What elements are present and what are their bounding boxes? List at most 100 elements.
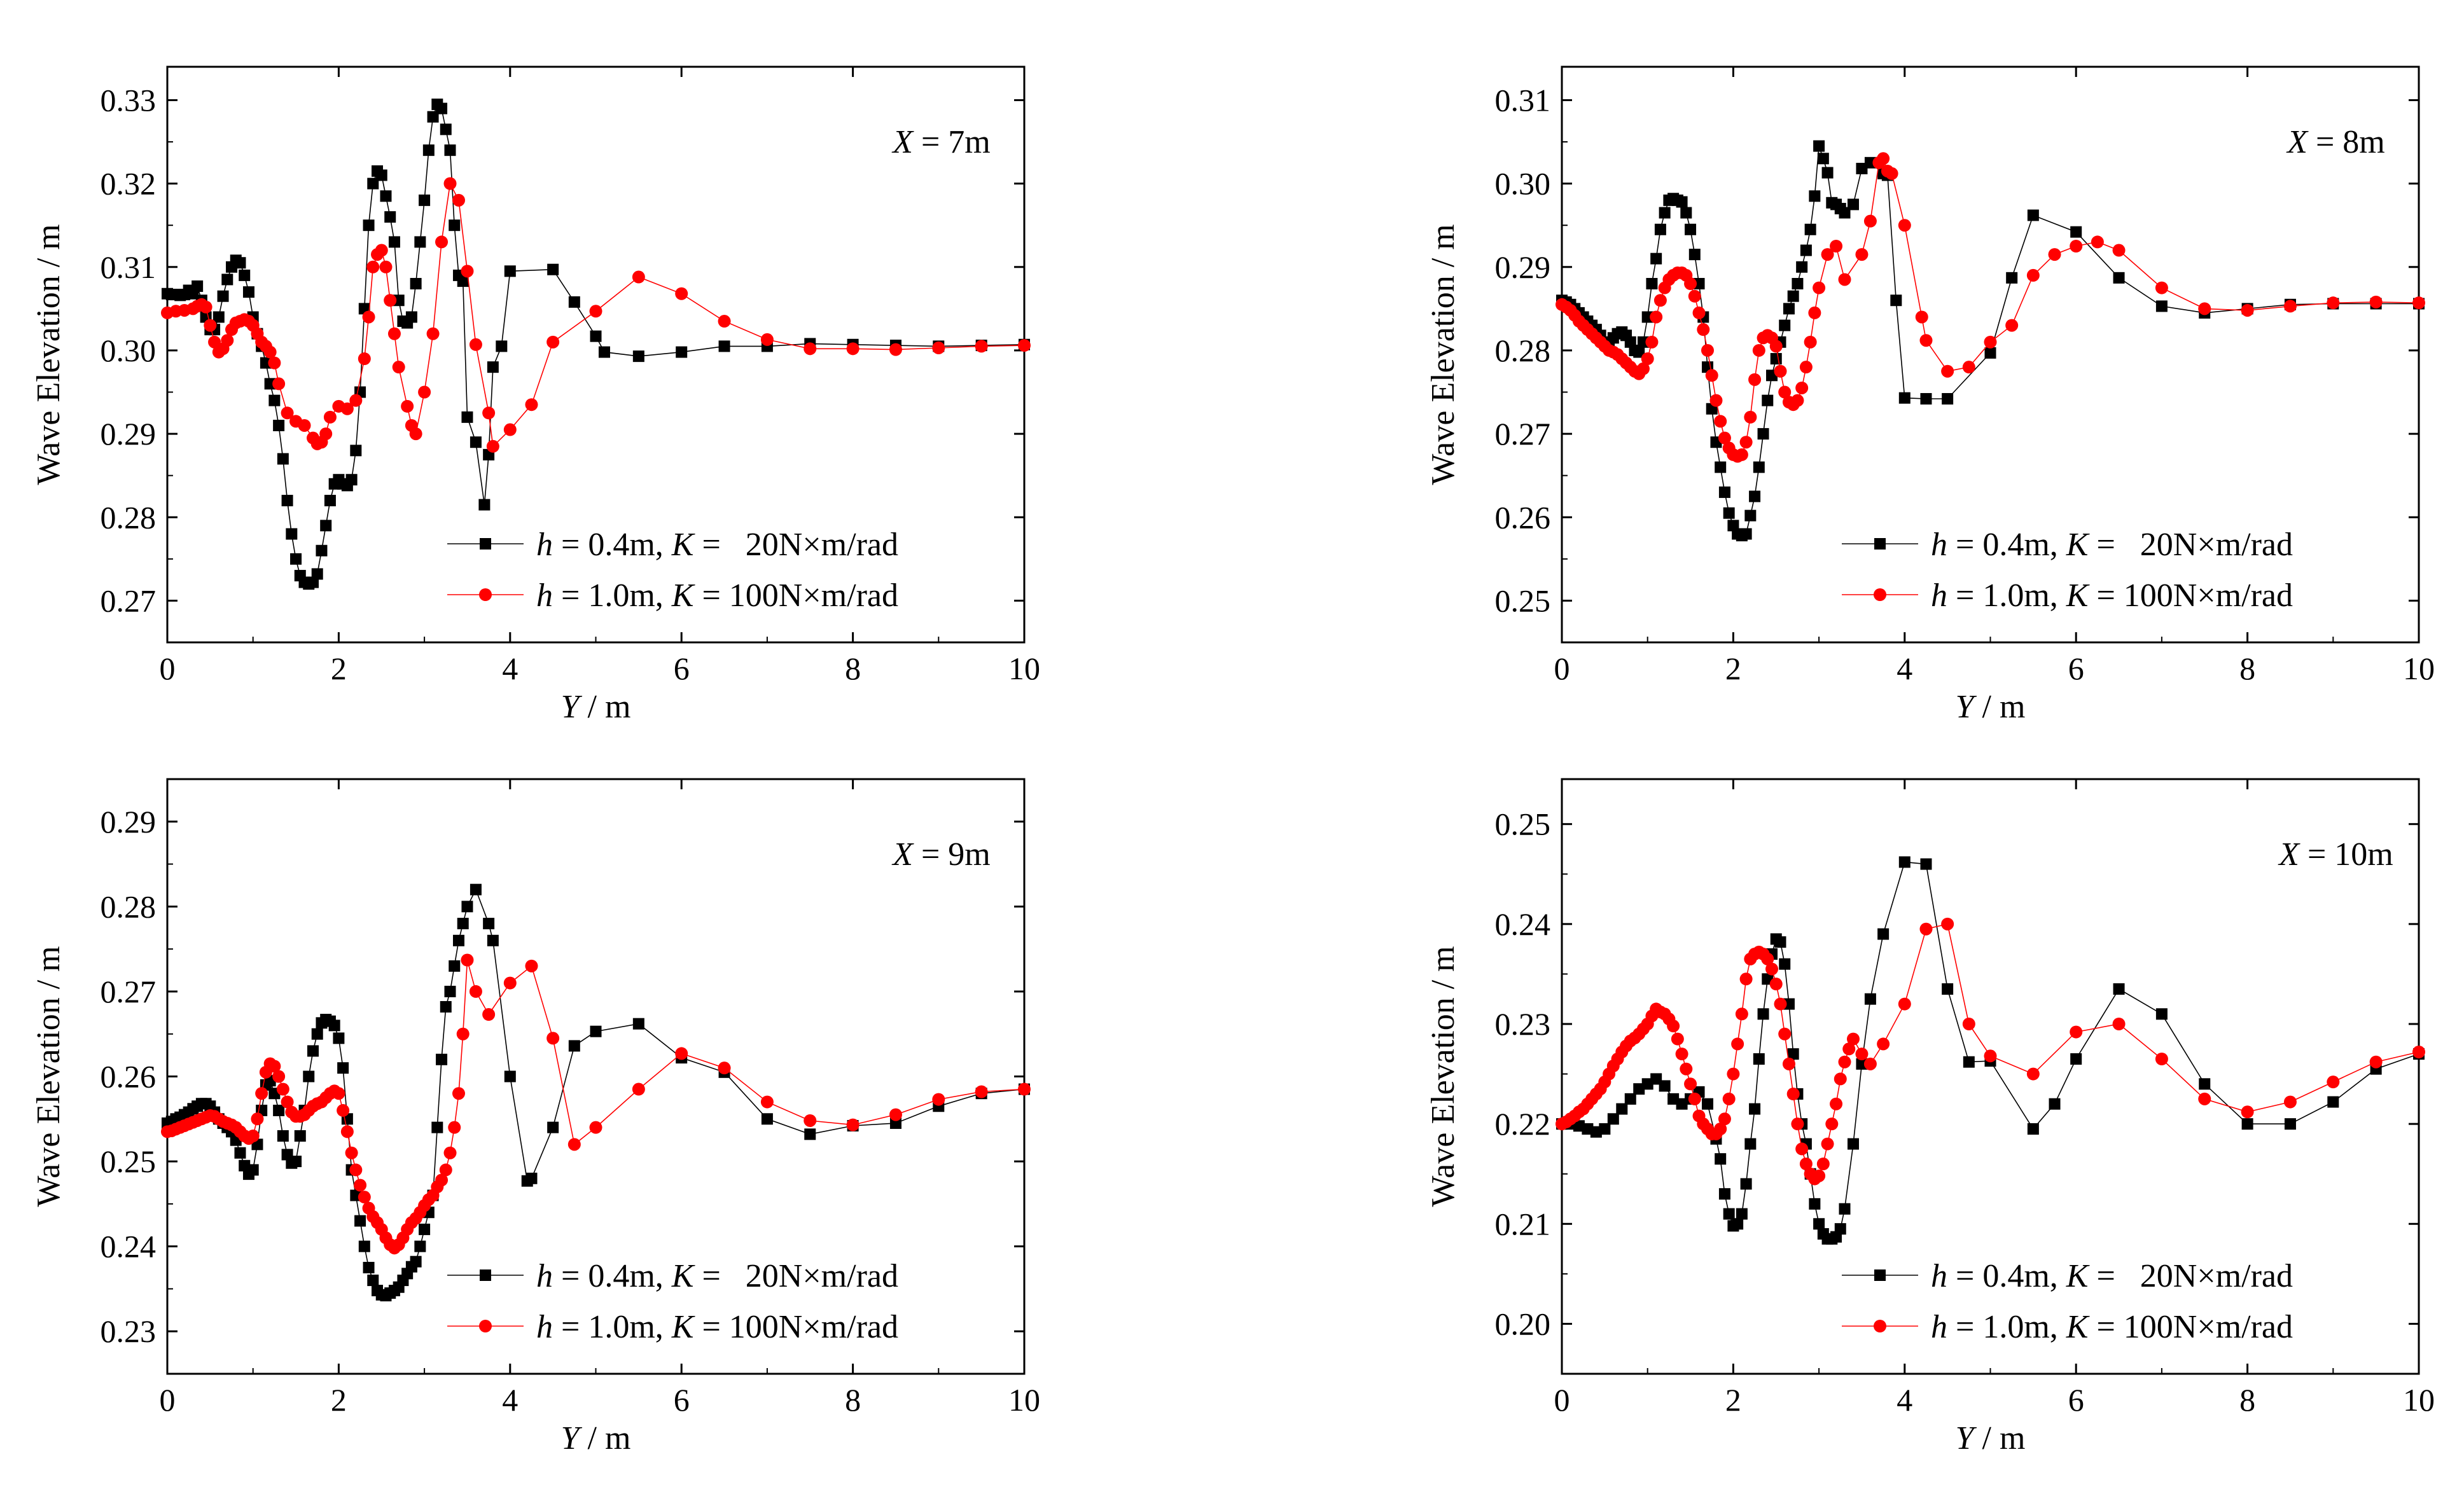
data-point bbox=[1839, 1203, 1851, 1215]
data-point bbox=[1693, 278, 1705, 290]
data-point bbox=[1744, 410, 1757, 424]
y-tick-label: 0.23 bbox=[101, 1313, 157, 1349]
data-point bbox=[1765, 962, 1779, 976]
data-point bbox=[2048, 248, 2061, 261]
data-point bbox=[1855, 248, 1869, 261]
data-point bbox=[1697, 323, 1710, 336]
data-point bbox=[1898, 392, 1911, 404]
y-tick-label: 0.20 bbox=[1495, 1306, 1551, 1341]
legend-marker-circle bbox=[479, 588, 492, 601]
data-point bbox=[1821, 1137, 1834, 1151]
y-tick-label: 0.30 bbox=[101, 333, 157, 368]
data-point bbox=[1769, 340, 1783, 353]
legend-label: h = 0.4m, K = 20N×m/rad bbox=[1931, 1258, 2293, 1294]
data-point bbox=[1709, 394, 1723, 407]
data-point bbox=[379, 260, 393, 273]
data-point bbox=[1984, 335, 1997, 349]
data-point bbox=[393, 294, 405, 307]
data-point bbox=[277, 453, 289, 465]
x-tick-label: 8 bbox=[2239, 1382, 2255, 1418]
data-point bbox=[1653, 294, 1667, 307]
data-point bbox=[1856, 1058, 1868, 1070]
data-point bbox=[1877, 928, 1890, 940]
data-point bbox=[1779, 958, 1791, 970]
y-tick-label: 0.28 bbox=[101, 499, 157, 535]
data-point bbox=[242, 286, 254, 298]
data-point bbox=[303, 1070, 315, 1082]
data-point bbox=[208, 335, 221, 349]
data-point bbox=[436, 1053, 448, 1065]
data-point bbox=[590, 1025, 602, 1037]
data-point bbox=[504, 1070, 516, 1082]
data-point bbox=[1963, 1056, 1975, 1068]
data-point bbox=[2005, 319, 2019, 332]
data-point bbox=[1813, 281, 1826, 294]
data-point bbox=[276, 1082, 289, 1096]
data-point bbox=[444, 985, 456, 997]
data-point bbox=[675, 1047, 688, 1060]
data-point bbox=[204, 319, 217, 332]
data-point bbox=[526, 1172, 538, 1184]
data-point bbox=[598, 346, 610, 358]
data-point bbox=[268, 356, 281, 370]
data-point bbox=[422, 144, 435, 156]
data-point bbox=[2027, 209, 2039, 221]
data-point bbox=[1842, 1042, 1856, 1056]
data-point bbox=[281, 406, 294, 420]
data-point bbox=[1809, 1198, 1821, 1210]
data-point bbox=[1813, 140, 1825, 152]
series-line bbox=[167, 888, 1025, 1296]
data-point bbox=[2284, 1118, 2296, 1130]
data-point bbox=[260, 357, 272, 369]
x-tick-label: 4 bbox=[502, 651, 518, 686]
data-point bbox=[358, 1191, 371, 1204]
data-point bbox=[1641, 352, 1654, 366]
data-point bbox=[1748, 373, 1762, 386]
data-point bbox=[1701, 343, 1714, 357]
data-point bbox=[1877, 152, 1890, 165]
y-tick-label: 0.29 bbox=[1495, 249, 1551, 285]
y-axis-title: Wave Elevation / m bbox=[1425, 224, 1461, 485]
data-point bbox=[525, 398, 538, 412]
data-point bbox=[461, 265, 474, 278]
legend-marker-circle bbox=[1874, 588, 1886, 601]
data-point bbox=[1898, 856, 1911, 868]
data-point bbox=[246, 1130, 260, 1142]
data-point bbox=[1847, 1138, 1859, 1150]
data-point bbox=[328, 1020, 340, 1032]
data-point bbox=[1769, 978, 1783, 991]
data-point bbox=[1821, 167, 1834, 179]
data-point bbox=[760, 1095, 774, 1109]
data-point bbox=[1744, 509, 1757, 522]
legend-label: h = 1.0m, K = 100N×m/rad bbox=[1931, 578, 2293, 614]
data-point bbox=[1783, 303, 1795, 315]
y-tick-label: 0.27 bbox=[101, 974, 157, 1009]
panel-label: X = 10m bbox=[2278, 836, 2393, 873]
chart-panel-1: 0 2 4 6 8 10 0.27 0.28 0.29 0.30 0.31 0.32 0.33 Y / m… bbox=[31, 66, 1040, 725]
data-point bbox=[1898, 997, 1911, 1011]
data-point bbox=[217, 290, 229, 302]
series-red-circles bbox=[1556, 917, 2425, 1186]
data-point bbox=[568, 1040, 580, 1052]
data-point bbox=[323, 410, 337, 424]
data-point bbox=[1821, 248, 1834, 261]
data-point bbox=[410, 278, 422, 290]
data-point bbox=[358, 352, 371, 366]
data-point bbox=[255, 1087, 268, 1100]
data-point bbox=[1739, 436, 1753, 449]
data-point bbox=[2070, 239, 2083, 252]
data-point bbox=[1650, 310, 1663, 324]
x-tick-label: 10 bbox=[1008, 1382, 1040, 1418]
data-point bbox=[2327, 1076, 2340, 1089]
data-point bbox=[419, 194, 431, 206]
panel-label: X = 7m bbox=[891, 124, 991, 160]
data-point bbox=[1757, 1008, 1769, 1020]
data-point bbox=[1796, 261, 1808, 273]
y-tick-label: 0.23 bbox=[1495, 1006, 1551, 1042]
x-tick-label: 6 bbox=[674, 1382, 690, 1418]
legend-label: h = 1.0m, K = 100N×m/rad bbox=[536, 578, 898, 614]
data-point bbox=[1920, 858, 1932, 870]
x-tick-label: 0 bbox=[160, 1382, 176, 1418]
data-point bbox=[1616, 1103, 1628, 1115]
data-point bbox=[1715, 461, 1727, 473]
